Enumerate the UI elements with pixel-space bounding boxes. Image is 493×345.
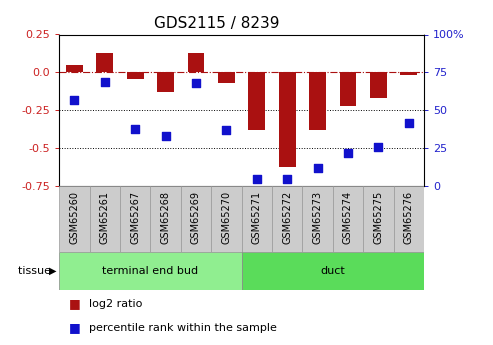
Text: ▶: ▶ bbox=[49, 266, 57, 276]
Text: terminal end bud: terminal end bud bbox=[103, 266, 198, 276]
Point bbox=[192, 80, 200, 86]
Bar bbox=[211, 186, 242, 252]
Text: GSM65268: GSM65268 bbox=[161, 191, 171, 244]
Text: GSM65261: GSM65261 bbox=[100, 191, 110, 244]
Point bbox=[101, 79, 108, 84]
Bar bbox=[59, 186, 90, 252]
Point bbox=[344, 150, 352, 156]
Bar bbox=[400, 72, 417, 76]
Bar bbox=[248, 72, 265, 130]
Text: GDS2115 / 8239: GDS2115 / 8239 bbox=[154, 16, 280, 31]
Text: GSM65274: GSM65274 bbox=[343, 191, 353, 244]
Point bbox=[131, 126, 139, 131]
Bar bbox=[150, 186, 181, 252]
Bar bbox=[59, 252, 242, 290]
Text: GSM65260: GSM65260 bbox=[70, 191, 79, 244]
Text: tissue: tissue bbox=[18, 266, 54, 276]
Bar bbox=[157, 72, 174, 92]
Bar bbox=[97, 53, 113, 72]
Point bbox=[314, 165, 321, 171]
Bar bbox=[242, 252, 424, 290]
Text: GSM65270: GSM65270 bbox=[221, 191, 231, 244]
Bar bbox=[363, 186, 393, 252]
Bar bbox=[120, 186, 150, 252]
Bar bbox=[279, 72, 295, 167]
Point bbox=[162, 134, 170, 139]
Bar bbox=[333, 186, 363, 252]
Point bbox=[253, 176, 261, 181]
Text: ■: ■ bbox=[69, 297, 81, 310]
Point bbox=[375, 144, 383, 150]
Bar bbox=[393, 186, 424, 252]
Text: GSM65271: GSM65271 bbox=[252, 191, 262, 244]
Point bbox=[405, 120, 413, 125]
Bar bbox=[272, 186, 302, 252]
Bar bbox=[309, 72, 326, 130]
Point bbox=[222, 127, 230, 133]
Point bbox=[283, 176, 291, 181]
Text: GSM65276: GSM65276 bbox=[404, 191, 414, 244]
Point bbox=[70, 97, 78, 102]
Bar bbox=[127, 72, 143, 79]
Text: ■: ■ bbox=[69, 321, 81, 334]
Text: GSM65267: GSM65267 bbox=[130, 191, 140, 244]
Bar bbox=[302, 186, 333, 252]
Text: log2 ratio: log2 ratio bbox=[89, 299, 142, 308]
Text: GSM65275: GSM65275 bbox=[373, 191, 384, 244]
Bar bbox=[90, 186, 120, 252]
Bar bbox=[242, 186, 272, 252]
Bar bbox=[188, 53, 204, 72]
Bar bbox=[181, 186, 211, 252]
Bar bbox=[66, 65, 83, 72]
Text: GSM65273: GSM65273 bbox=[313, 191, 322, 244]
Text: GSM65269: GSM65269 bbox=[191, 191, 201, 244]
Text: GSM65272: GSM65272 bbox=[282, 191, 292, 244]
Bar bbox=[370, 72, 387, 98]
Text: duct: duct bbox=[320, 266, 345, 276]
Text: percentile rank within the sample: percentile rank within the sample bbox=[89, 323, 277, 333]
Bar bbox=[340, 72, 356, 106]
Bar bbox=[218, 72, 235, 83]
